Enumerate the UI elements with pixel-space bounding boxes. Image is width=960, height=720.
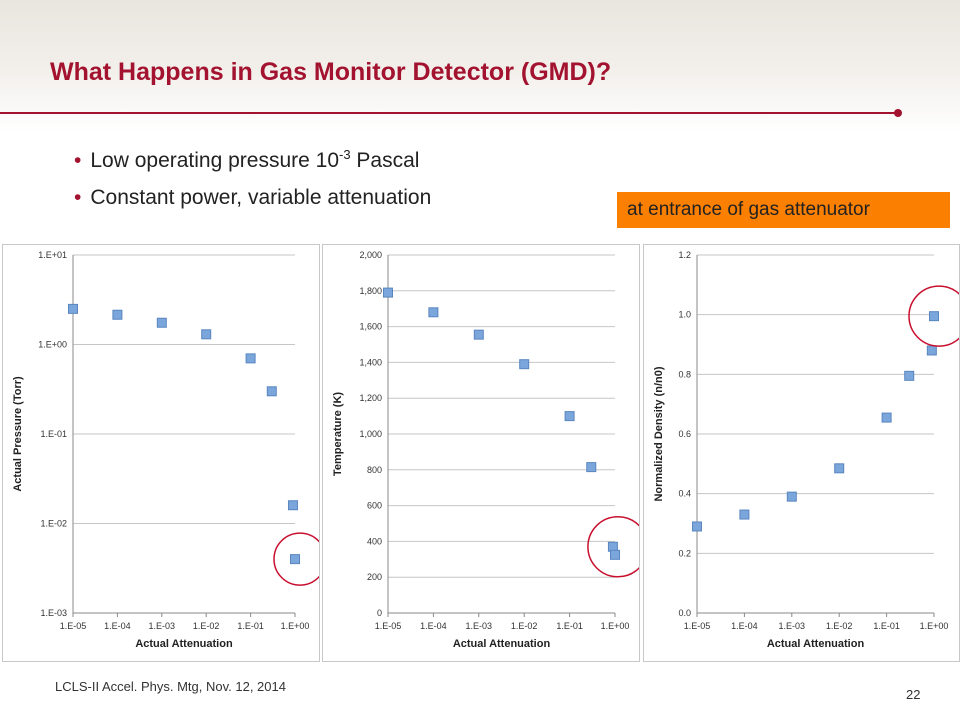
pressure-chart-panel: 1.E-03 1.E-02 1.E-01 1.E+00 1.E+01 1.E-05 1.E-… xyxy=(2,244,320,662)
y-tick-label: 400 xyxy=(367,536,382,546)
bullet-exponent: -3 xyxy=(339,147,351,162)
density-chart: 0.0 0.2 0.4 0.6 0.8 1.0 1.2 1.E-05 1.E-04 1.E-03 1… xyxy=(653,250,959,650)
y-tick-label: 1.E+01 xyxy=(38,250,67,260)
y-tick-label: 0.6 xyxy=(678,429,691,439)
y-tick-label: 0.4 xyxy=(678,489,691,499)
y-tick-label: 1.E-02 xyxy=(40,519,67,529)
highlight-circle xyxy=(273,532,319,586)
x-tick-label: 1.E-02 xyxy=(826,621,853,631)
y-axis-title: Temperature (K) xyxy=(332,392,344,476)
x-tick-label: 1.E-03 xyxy=(149,621,176,631)
callout-label: at entrance of gas attenuator xyxy=(617,192,950,228)
x-tick-label: 1.E+00 xyxy=(920,621,949,631)
y-tick-label: 1.E-01 xyxy=(40,429,67,439)
data-point xyxy=(112,309,123,320)
x-tick-label: 1.E-04 xyxy=(420,621,447,631)
data-point xyxy=(201,329,212,340)
data-point xyxy=(904,370,915,381)
data-point xyxy=(564,411,575,422)
data-point xyxy=(929,311,939,322)
title-rule xyxy=(0,112,897,114)
x-tick-label: 1.E-02 xyxy=(511,621,538,631)
data-point xyxy=(383,287,393,298)
x-tick-label: 1.E-05 xyxy=(375,621,402,631)
bullet-item: • Low operating pressure 10-3 Pascal xyxy=(74,136,431,179)
data-point xyxy=(610,549,620,560)
data-point xyxy=(290,554,300,565)
x-tick-label: 1.E-02 xyxy=(193,621,220,631)
data-point xyxy=(739,509,750,520)
data-point xyxy=(287,500,298,511)
x-tick-label: 1.E-05 xyxy=(684,621,711,631)
y-tick-label: 1.E+00 xyxy=(38,340,67,350)
x-tick-label: 1.E-01 xyxy=(556,621,583,631)
x-tick-label: 1.E+00 xyxy=(601,621,630,631)
data-point xyxy=(881,412,892,423)
x-axis-title: Actual Attenuation xyxy=(767,638,865,650)
temperature-chart-panel: 0 200 400 600 800 1,000 1,200 1,400 1,600 1,800 2,… xyxy=(322,244,640,662)
y-tick-label: 1,600 xyxy=(359,322,382,332)
y-tick-label: 2,000 xyxy=(359,250,382,260)
data-point xyxy=(586,462,597,473)
data-point xyxy=(786,491,797,502)
data-point xyxy=(245,353,256,364)
page-number: 22 xyxy=(906,687,921,702)
y-tick-label: 1.E-03 xyxy=(40,608,67,618)
y-tick-label: 0.2 xyxy=(678,548,691,558)
footer-text: LCLS-II Accel. Phys. Mtg, Nov. 12, 2014 xyxy=(55,679,286,694)
density-chart-panel: 0.0 0.2 0.4 0.6 0.8 1.0 1.2 1.E-05 1.E-04 1.E-03 1… xyxy=(643,244,960,662)
bullet-suffix: Pascal xyxy=(350,149,420,172)
bullet-text: Low operating pressure 10 xyxy=(90,149,340,172)
data-point xyxy=(473,329,484,340)
data-point xyxy=(266,386,277,397)
slide-title: What Happens in Gas Monitor Detector (GM… xyxy=(50,58,612,86)
x-tick-label: 1.E-03 xyxy=(779,621,806,631)
data-point xyxy=(692,521,702,532)
highlight-circle xyxy=(587,516,639,578)
x-tick-label: 1.E-05 xyxy=(60,621,87,631)
data-point xyxy=(519,359,530,370)
y-tick-label: 1,200 xyxy=(359,393,382,403)
header-band xyxy=(0,0,960,132)
y-axis-title: Actual Pressure (Torr) xyxy=(12,376,24,492)
bullet-dot-icon: • xyxy=(74,186,82,209)
bullet-list: • Low operating pressure 10-3 Pascal • Con… xyxy=(74,136,431,216)
y-tick-label: 1,800 xyxy=(359,286,382,296)
data-point xyxy=(926,345,937,356)
x-axis-title: Actual Attenuation xyxy=(135,638,233,650)
bullet-dot-icon: • xyxy=(74,149,82,172)
y-tick-label: 1,400 xyxy=(359,357,382,367)
y-tick-label: 0 xyxy=(377,608,382,618)
bullet-item: • Constant power, variable attenuation xyxy=(74,179,431,216)
y-tick-label: 200 xyxy=(367,572,382,582)
x-axis-title: Actual Attenuation xyxy=(453,638,551,650)
pressure-chart: 1.E-03 1.E-02 1.E-01 1.E+00 1.E+01 1.E-05 1.E-… xyxy=(12,250,319,650)
x-tick-label: 1.E+00 xyxy=(281,621,310,631)
data-point xyxy=(156,317,167,328)
data-point xyxy=(834,463,845,474)
y-tick-label: 800 xyxy=(367,465,382,475)
x-tick-label: 1.E-04 xyxy=(731,621,758,631)
y-axis-title: Normalized Density (n/n0) xyxy=(653,366,665,501)
bullet-text: Constant power, variable attenuation xyxy=(90,186,432,209)
y-tick-label: 1.2 xyxy=(678,250,691,260)
y-tick-label: 0.0 xyxy=(678,608,691,618)
y-tick-label: 0.8 xyxy=(678,369,691,379)
temperature-chart: 0 200 400 600 800 1,000 1,200 1,400 1,600 1,800 2,… xyxy=(332,250,639,650)
x-tick-label: 1.E-01 xyxy=(237,621,264,631)
title-rule-dot xyxy=(894,109,902,117)
data-point xyxy=(68,303,78,314)
y-tick-label: 1.0 xyxy=(678,310,691,320)
highlight-circle xyxy=(908,285,959,347)
x-tick-label: 1.E-04 xyxy=(104,621,131,631)
x-tick-label: 1.E-03 xyxy=(466,621,493,631)
y-tick-label: 1,000 xyxy=(359,429,382,439)
y-tick-label: 600 xyxy=(367,501,382,511)
x-tick-label: 1.E-01 xyxy=(873,621,900,631)
data-point xyxy=(428,307,439,318)
